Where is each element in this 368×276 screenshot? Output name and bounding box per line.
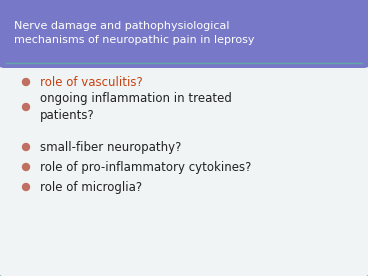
Text: Nerve damage and pathophysiological
mechanisms of neuropathic pain in leprosy: Nerve damage and pathophysiological mech… bbox=[14, 21, 255, 45]
Text: small-fiber neuropathy?: small-fiber neuropathy? bbox=[40, 140, 181, 153]
Text: ongoing inflammation in treated
patients?: ongoing inflammation in treated patients… bbox=[40, 92, 232, 122]
FancyBboxPatch shape bbox=[0, 0, 368, 68]
Circle shape bbox=[22, 184, 29, 190]
Text: role of microglia?: role of microglia? bbox=[40, 181, 142, 193]
Circle shape bbox=[22, 144, 29, 150]
Text: role of pro-inflammatory cytokines?: role of pro-inflammatory cytokines? bbox=[40, 161, 251, 174]
Circle shape bbox=[22, 78, 29, 86]
Text: role of vasculitis?: role of vasculitis? bbox=[40, 76, 143, 89]
Bar bbox=[6, 50, 362, 64]
Circle shape bbox=[22, 104, 29, 110]
Circle shape bbox=[22, 163, 29, 171]
